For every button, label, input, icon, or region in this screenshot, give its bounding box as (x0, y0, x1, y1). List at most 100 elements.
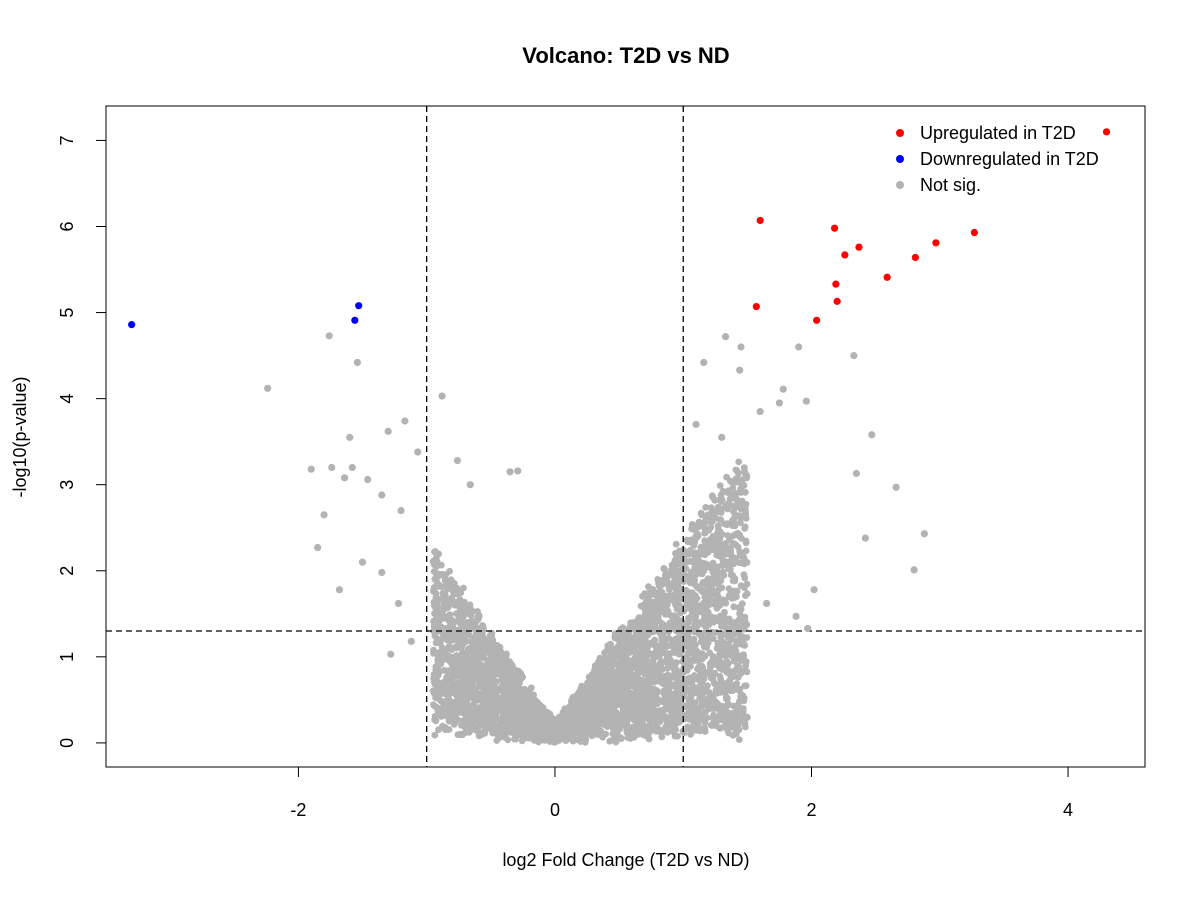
not-sig-point (620, 720, 627, 728)
not-sig-point (437, 660, 444, 667)
not-sig-point (471, 645, 479, 653)
not-sig-point (479, 622, 487, 630)
legend-marker (896, 129, 904, 137)
not-sig-point (666, 593, 674, 601)
not-sig-point (364, 475, 372, 484)
not-sig-point (632, 632, 640, 639)
not-sig-point (679, 658, 686, 665)
not-sig-point (706, 649, 714, 657)
not-sig-point (686, 538, 694, 546)
not-sig-point (495, 701, 503, 709)
not-sig-point (634, 663, 641, 671)
not-sig-point (432, 694, 439, 701)
not-sig-point (742, 501, 750, 508)
upregulated-in-t2d-point (752, 302, 760, 311)
not-sig-point (687, 589, 695, 597)
not-sig-point (737, 716, 745, 724)
downregulated-in-t2d-point (128, 321, 136, 329)
not-sig-point (481, 728, 489, 735)
legend-label: Not sig. (920, 175, 981, 195)
legend-label: Downregulated in T2D (920, 149, 1099, 169)
not-sig-point (467, 726, 474, 734)
not-sig-point (635, 624, 643, 632)
not-sig-point (724, 726, 731, 734)
not-sig-point (595, 685, 602, 693)
not-sig-point (700, 543, 708, 550)
not-sig-point (684, 558, 691, 566)
not-sig-point (314, 543, 322, 552)
not-sig-point (646, 716, 653, 724)
not-sig-point (629, 723, 636, 731)
not-sig-point (565, 722, 572, 729)
not-sig-point (448, 636, 456, 644)
not-sig-point (433, 683, 441, 691)
upregulated-in-t2d-point (813, 316, 821, 324)
not-sig-point (676, 709, 684, 717)
not-sig-point (692, 684, 700, 691)
not-sig-point (698, 633, 705, 640)
not-sig-point (474, 671, 481, 678)
not-sig-point (716, 660, 724, 667)
not-sig-point (475, 732, 483, 740)
not-sig-point (657, 577, 664, 585)
not-sig-point (471, 618, 479, 626)
not-sig-cloud (429, 458, 751, 746)
not-sig-point (739, 705, 747, 712)
not-sig-point (792, 612, 800, 620)
not-sig-point (709, 714, 717, 722)
not-sig-point (529, 704, 537, 712)
not-sig-point (671, 618, 679, 625)
not-sig-point (493, 737, 501, 744)
not-sig-point (505, 658, 512, 666)
not-sig-point (732, 530, 740, 538)
not-sig-point (378, 568, 386, 577)
not-sig-point (439, 589, 447, 597)
not-sig-point (476, 642, 484, 649)
not-sig-point (439, 612, 447, 620)
not-sig-point (724, 702, 731, 709)
not-sig-point (460, 584, 467, 592)
not-sig-point (638, 655, 645, 663)
not-sig-point (510, 708, 518, 716)
not-sig-point (724, 660, 732, 668)
downregulated-in-t2d-point (351, 316, 359, 324)
not-sig-point (513, 700, 520, 707)
not-sig-point (511, 691, 519, 699)
not-sig-point (735, 736, 743, 743)
not-sig-point (487, 635, 495, 643)
not-sig-point (717, 498, 725, 505)
not-sig-point (712, 698, 720, 706)
not-sig-point (716, 482, 724, 489)
not-sig-point (501, 709, 508, 716)
not-sig-point (727, 477, 734, 485)
not-sig-point (446, 626, 453, 634)
not-sig-point (714, 715, 722, 722)
not-sig-point (703, 634, 711, 642)
upregulated-in-t2d-point (830, 224, 839, 232)
upregulated-in-t2d-point (855, 243, 863, 251)
not-sig-point (497, 733, 505, 740)
not-sig-point (506, 677, 513, 684)
not-sig-point (675, 596, 683, 603)
not-sig-point (529, 729, 537, 736)
not-sig-point (719, 561, 727, 569)
not-sig-point (477, 652, 485, 660)
not-sig-point (804, 624, 812, 633)
not-sig-point (488, 662, 496, 670)
not-sig-point (603, 663, 611, 671)
not-sig-point (697, 683, 705, 690)
not-sig-point (640, 692, 647, 700)
not-sig-point (495, 726, 503, 734)
not-sig-point (702, 504, 710, 511)
not-sig-point (716, 650, 723, 658)
not-sig-point (701, 670, 708, 678)
y-tick-label: 3 (57, 480, 77, 490)
not-sig-point (701, 537, 709, 545)
not-sig-point (722, 693, 730, 701)
not-sig-point (548, 729, 555, 737)
not-sig-point (621, 659, 629, 667)
not-sig-point (632, 693, 639, 701)
not-sig-point (567, 697, 575, 705)
not-sig-point (442, 690, 449, 698)
not-sig-point (587, 717, 594, 725)
